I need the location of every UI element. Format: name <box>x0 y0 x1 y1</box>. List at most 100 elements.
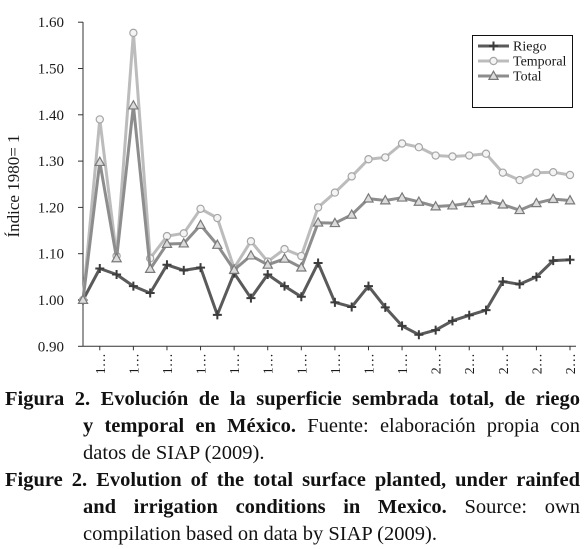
data-point-total <box>161 237 173 248</box>
y-tick-label: 1.30 <box>38 154 64 170</box>
data-point-riego <box>397 321 407 331</box>
data-point-temporal <box>515 175 524 185</box>
data-point-riego <box>548 256 558 266</box>
data-point-total <box>77 293 89 304</box>
y-axis-title: Índice 1980= 1 <box>4 134 23 237</box>
data-point-total <box>312 216 324 227</box>
data-point-total <box>295 261 307 272</box>
x-tick-label: 2… <box>530 353 545 374</box>
y-tick-label: 1.50 <box>38 62 64 78</box>
data-point-riego <box>179 265 189 275</box>
caption-line: y temporal en México. Fuente: elaboració… <box>83 413 580 440</box>
data-point-riego <box>280 281 290 291</box>
series-riego <box>78 255 575 340</box>
caption-line: datos de SIAP (2009). <box>83 440 580 467</box>
legend-samples <box>478 41 509 81</box>
data-point-riego <box>431 325 441 335</box>
caption-title-text: Evolution of the total surface planted, … <box>96 469 580 491</box>
data-point-temporal <box>179 229 188 238</box>
data-point-total <box>194 218 207 229</box>
data-point-riego <box>162 260 172 270</box>
line-chart: Índice 1980= 1 0.90 1.00 1.10 1.20 1.30 1.40 1… <box>4 15 579 374</box>
series-temporal <box>78 28 575 305</box>
data-point-total <box>262 258 274 269</box>
x-tick-label: 1… <box>329 353 344 374</box>
x-axis-ticks: 1… 1… 1… 1… 1… 1… 1… 1… 1… 1… 2… 2… 2… 2… 2… <box>94 346 579 374</box>
data-point-riego <box>464 310 474 320</box>
data-point-total <box>228 263 240 274</box>
data-point-temporal <box>431 151 440 160</box>
x-tick-label: 2… <box>564 353 579 374</box>
data-point-total <box>362 192 375 203</box>
data-point-total <box>480 194 492 205</box>
data-point-temporal <box>465 151 474 160</box>
data-point-temporal <box>95 115 104 124</box>
data-point-temporal <box>280 244 289 254</box>
data-point-total <box>379 194 391 205</box>
data-point-total <box>446 199 459 210</box>
data-point-temporal <box>481 149 491 158</box>
data-point-riego <box>95 264 105 274</box>
data-point-riego <box>128 281 138 291</box>
caption-line: compilation based on data by SIAP (2009)… <box>83 521 580 548</box>
legend-marker-riego <box>489 41 498 51</box>
caption-spanish: Figura 2. Evolución de la superficie sem… <box>0 386 586 467</box>
caption-title-text: y temporal en México. <box>83 415 296 437</box>
data-point-riego <box>414 330 424 340</box>
data-point-temporal <box>414 143 424 152</box>
data-point-riego <box>112 270 122 280</box>
x-tick-label: 1… <box>396 353 411 374</box>
data-point-total <box>144 262 156 273</box>
y-tick-label: 0.90 <box>38 339 64 355</box>
data-point-riego <box>363 281 373 291</box>
series-line-riego <box>81 258 571 337</box>
data-point-total <box>513 204 526 215</box>
legend-label-riego: Riego <box>513 40 546 55</box>
data-point-total <box>413 195 425 206</box>
figure-label: Figura 2. <box>5 388 91 410</box>
data-point-total <box>547 193 559 204</box>
x-tick-label: 2… <box>463 353 478 374</box>
data-point-riego <box>498 276 508 286</box>
data-point-total <box>110 252 123 263</box>
data-point-riego <box>531 272 541 282</box>
data-point-total <box>430 200 442 211</box>
data-point-temporal <box>213 213 222 223</box>
data-point-riego <box>481 305 491 315</box>
data-point-temporal <box>549 168 558 177</box>
data-point-temporal <box>532 168 541 177</box>
x-tick-label: 1… <box>195 353 210 374</box>
y-tick-label: 1.40 <box>38 108 64 124</box>
data-point-total <box>127 99 140 110</box>
x-tick-label: 2… <box>430 353 445 374</box>
y-tick-label: 1.20 <box>38 200 64 216</box>
legend-marker-total <box>487 69 500 81</box>
y-tick-label: 1.60 <box>38 15 64 31</box>
legend-label-total: Total <box>513 70 542 85</box>
x-tick-label: 1… <box>295 353 310 374</box>
data-point-temporal <box>565 170 575 180</box>
data-point-total <box>530 197 543 208</box>
data-point-riego <box>347 302 357 312</box>
series-total <box>77 99 576 304</box>
series-line-total <box>81 104 571 301</box>
series-line-temporal <box>81 31 571 301</box>
data-point-riego <box>145 288 155 298</box>
x-tick-label: 1… <box>228 353 243 374</box>
data-point-total <box>94 155 106 167</box>
figure-label: Figure 2. <box>5 469 88 491</box>
y-tick-label: 1.10 <box>38 247 64 263</box>
data-point-temporal <box>246 236 256 246</box>
data-point-temporal <box>397 139 407 148</box>
data-point-riego <box>196 263 206 273</box>
y-axis-ticks: 0.90 1.00 1.10 1.20 1.30 1.40 1.50 1.60 <box>38 15 83 355</box>
data-point-total <box>564 194 576 205</box>
data-point-temporal <box>347 172 356 181</box>
data-point-temporal <box>330 188 340 197</box>
data-point-total <box>346 208 358 219</box>
data-point-temporal <box>364 155 373 164</box>
caption-title-text: and irrigation conditions in Mexico. <box>83 496 447 518</box>
x-tick-label: 1… <box>94 353 109 374</box>
legend-marker-temporal <box>489 56 498 66</box>
x-tick-label: 1… <box>262 353 277 374</box>
